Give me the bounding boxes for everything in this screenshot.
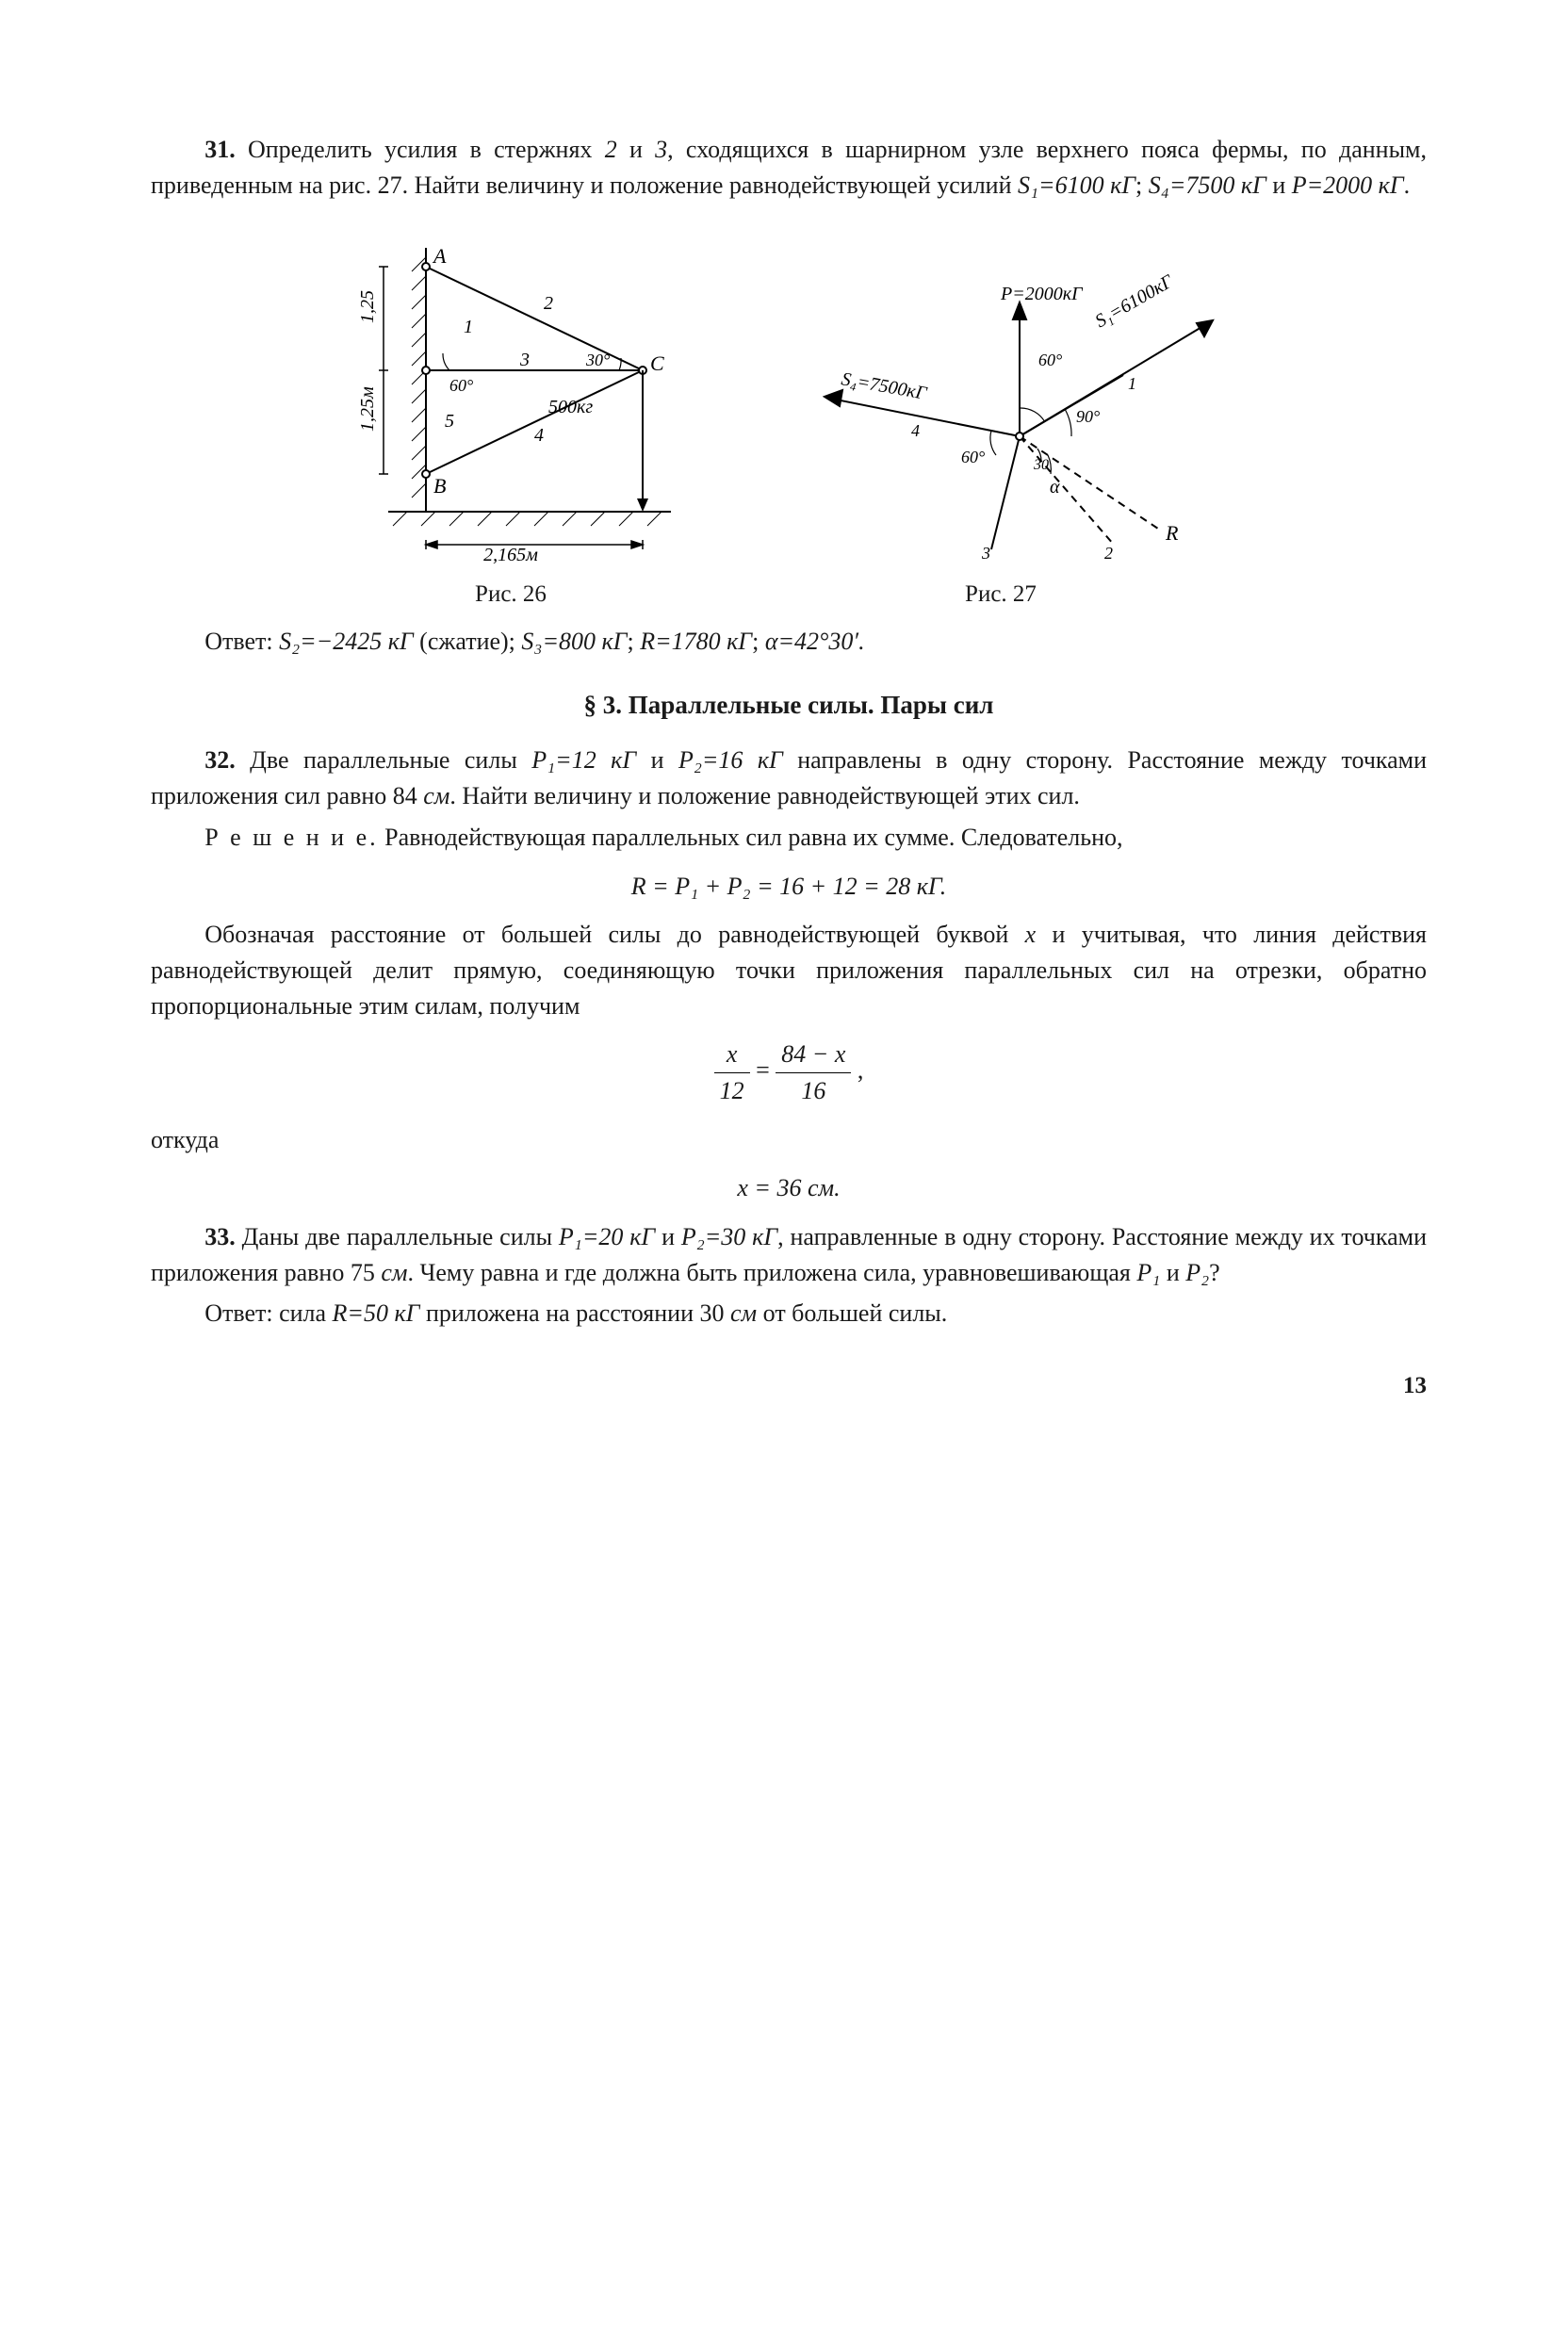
a60a: 60°	[1038, 351, 1062, 369]
p33-answer: Ответ: сила R=50 кГ приложена на расстоя…	[151, 1296, 1427, 1331]
p32-number: 32.	[204, 746, 236, 774]
lblB: B	[433, 474, 446, 498]
base: 2,165м	[483, 545, 538, 565]
d2: 1,25м	[357, 386, 378, 432]
n5: 5	[445, 411, 454, 432]
lblA: A	[432, 244, 447, 268]
figures-row: A B C 1,25 1,25м 2,165м 1 2 3 4 5 60° 30…	[151, 229, 1427, 612]
a60: 60°	[449, 376, 473, 395]
problem-33: 33. Даны две параллельные силы P₁=20 кГ …	[151, 1219, 1427, 1290]
a30: 30°	[585, 351, 610, 369]
problem-32: 32. Две параллельные силы P₁=12 кГ и P₂=…	[151, 743, 1427, 813]
whence: откуда	[151, 1122, 1427, 1158]
section-heading: § 3. Параллельные силы. Пары сил	[151, 687, 1427, 724]
fig26-svg: A B C 1,25 1,25м 2,165м 1 2 3 4 5 60° 30…	[332, 229, 690, 568]
fig26-caption: Рис. 26	[475, 578, 547, 612]
page-number: 13	[151, 1369, 1427, 1403]
eq2: x12 = 84 − x16 ,	[151, 1037, 1427, 1108]
f27n2: 2	[1104, 544, 1113, 563]
eq3: x = 36 см.	[151, 1170, 1427, 1206]
n2: 2	[544, 293, 553, 314]
p32-para2: Обозначая расстояние от большей силы до …	[151, 917, 1427, 1023]
la: α	[1050, 477, 1060, 498]
p31-answer: Ответ: S₂=−2425 кГ (сжатие); S₃=800 кГ; …	[151, 624, 1427, 660]
n3: 3	[519, 350, 530, 370]
p31-number: 31.	[204, 136, 236, 163]
sol-label: Р е ш е н и е.	[204, 824, 378, 851]
f27n1: 1	[1128, 374, 1136, 393]
a90: 90°	[1076, 407, 1100, 426]
fig27-caption: Рис. 27	[965, 578, 1037, 612]
n1: 1	[464, 317, 473, 337]
p33-number: 33.	[204, 1223, 236, 1250]
load: 500кг	[548, 397, 593, 417]
a30: 30	[1033, 457, 1049, 473]
n4: 4	[534, 425, 544, 446]
lS4: S₄=7500кГ	[840, 369, 929, 405]
d1: 1,25	[357, 290, 378, 323]
p32-solution: Р е ш е н и е. Равнодействующая параллел…	[151, 820, 1427, 856]
a60b: 60°	[961, 448, 985, 466]
problem-31: 31. Определить усилия в стержнях 2 и 3, …	[151, 132, 1427, 203]
f27n3: 3	[981, 544, 990, 563]
lS1: S₁=6100кГ	[1092, 270, 1178, 332]
lR: R	[1165, 521, 1179, 545]
lblC: C	[650, 351, 664, 375]
lP: P=2000кГ	[1000, 284, 1084, 304]
fig27-block: P=2000кГ S₁=6100кГ S₄=7500кГ 60° 60° 90°…	[756, 257, 1246, 612]
fig27-svg: P=2000кГ S₁=6100кГ S₄=7500кГ 60° 60° 90°…	[756, 257, 1246, 568]
eq1: R = P₁ + P₂ = 16 + 12 = 28 кГ.	[151, 869, 1427, 905]
f27n4: 4	[911, 421, 920, 440]
fig26-block: A B C 1,25 1,25м 2,165м 1 2 3 4 5 60° 30…	[332, 229, 690, 612]
